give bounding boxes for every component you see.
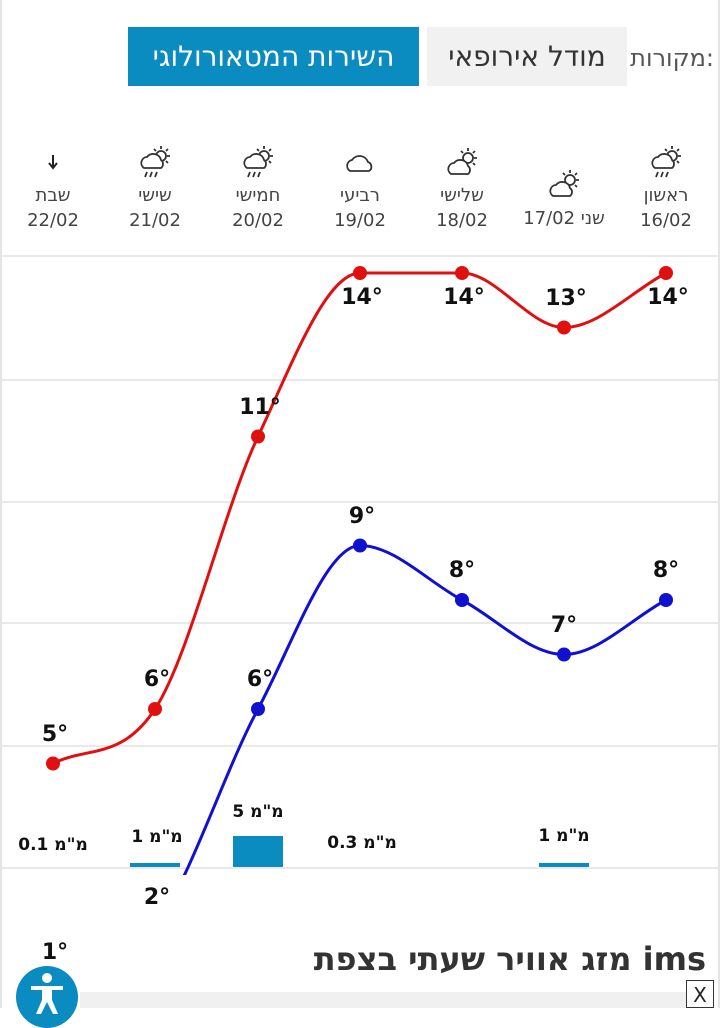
day-column-21-02: שישי 21/02 — [110, 140, 200, 234]
day-date: 20/02 — [232, 210, 284, 231]
accessibility-button[interactable] — [16, 966, 78, 1028]
min-temp-label: 6° — [246, 667, 274, 692]
day-column-16-02: ראשון 16/02 — [621, 140, 711, 234]
min-temp-point — [251, 702, 265, 716]
day-date: 22/02 — [27, 210, 79, 231]
min-temp-label: 1° — [41, 939, 69, 965]
day-name: שלישי — [440, 185, 484, 206]
rain-amount-label: 1 מ"מ — [538, 826, 590, 846]
ims-source-button[interactable]: השירות המטאורולוגי — [128, 27, 419, 86]
max-temp-label: 14° — [443, 285, 485, 310]
bottom-banner — [80, 992, 686, 1008]
min-temp-label: 2° — [143, 885, 171, 910]
min-temp-point — [455, 593, 469, 607]
min-temp-point — [353, 538, 367, 553]
day-date: 18/02 — [436, 210, 488, 231]
sources-label: מקורות: — [630, 44, 714, 72]
max-temp-point — [251, 429, 265, 444]
max-temp-label: 13° — [545, 285, 587, 311]
day-column-17-02: שני 17/02 — [519, 140, 609, 232]
rain-amount-label: 0.1 מ"מ — [18, 835, 88, 855]
rain-cloud-sun-icon — [213, 140, 303, 184]
day-name: חמישי — [235, 185, 281, 206]
european-model-button[interactable]: מודל אירופאי — [427, 27, 627, 86]
arrow-down-icon — [8, 140, 98, 184]
rain-bar — [130, 863, 180, 867]
day-column-20-02: חמישי 20/02 — [213, 140, 303, 234]
min-temp-label: 7° — [550, 612, 578, 638]
rain-bar — [233, 836, 283, 867]
max-temp-label: 14° — [341, 285, 383, 310]
day-name: רביעי — [340, 185, 380, 206]
max-temp-label: 5° — [41, 721, 69, 747]
day-name: ראשון — [643, 185, 689, 206]
day-date: 21/02 — [129, 210, 181, 231]
day-date: 19/02 — [334, 210, 386, 231]
max-temp-label: 14° — [647, 285, 689, 310]
partly-cloudy-icon — [519, 162, 609, 206]
min-temp-label: 8° — [652, 558, 680, 583]
rain-amount-label: 0.3 מ"מ — [327, 833, 397, 853]
day-name: שבת — [35, 185, 71, 206]
max-temp-point — [353, 266, 367, 280]
max-temp-point — [148, 702, 162, 716]
day-date: 16/02 — [640, 210, 692, 231]
close-button[interactable]: X — [686, 980, 714, 1008]
min-temp-label: 8° — [448, 558, 476, 583]
hourly-weather-title: מזג אוויר שעתי בצפת ims — [313, 940, 706, 978]
page-border-right — [718, 0, 720, 1008]
max-temp-point — [46, 756, 60, 771]
partly-cloudy-icon — [417, 140, 507, 184]
day-name-date: שני 17/02 — [519, 206, 609, 232]
rain-cloud-sun-icon — [110, 140, 200, 184]
day-name: שישי — [138, 185, 172, 206]
day-column-19-02: רביעי 19/02 — [315, 140, 405, 234]
max-temp-label: 6° — [143, 667, 171, 692]
temperature-chart — [2, 255, 718, 875]
min-temp-label: 9° — [348, 503, 376, 529]
max-temp-point — [659, 266, 673, 280]
day-column-18-02: שלישי 18/02 — [417, 140, 507, 234]
min-temp-point — [659, 593, 673, 607]
rain-bar — [539, 863, 589, 867]
min-temp-point — [557, 647, 571, 662]
day-column-22-02: שבת 22/02 — [8, 140, 98, 234]
page-border-left — [0, 0, 2, 1008]
day-name: שני — [580, 208, 605, 229]
max-temp-point — [455, 266, 469, 280]
rain-amount-label: 1 מ"מ — [131, 827, 183, 847]
max-temp-label: 11° — [239, 394, 281, 420]
rain-cloud-sun-icon — [621, 140, 711, 184]
accessibility-icon — [31, 973, 63, 1014]
day-date: 17/02 — [523, 208, 576, 229]
cloud-icon — [315, 140, 405, 184]
rain-amount-label: 5 מ"מ — [232, 802, 284, 822]
max-temp-point — [557, 320, 571, 335]
